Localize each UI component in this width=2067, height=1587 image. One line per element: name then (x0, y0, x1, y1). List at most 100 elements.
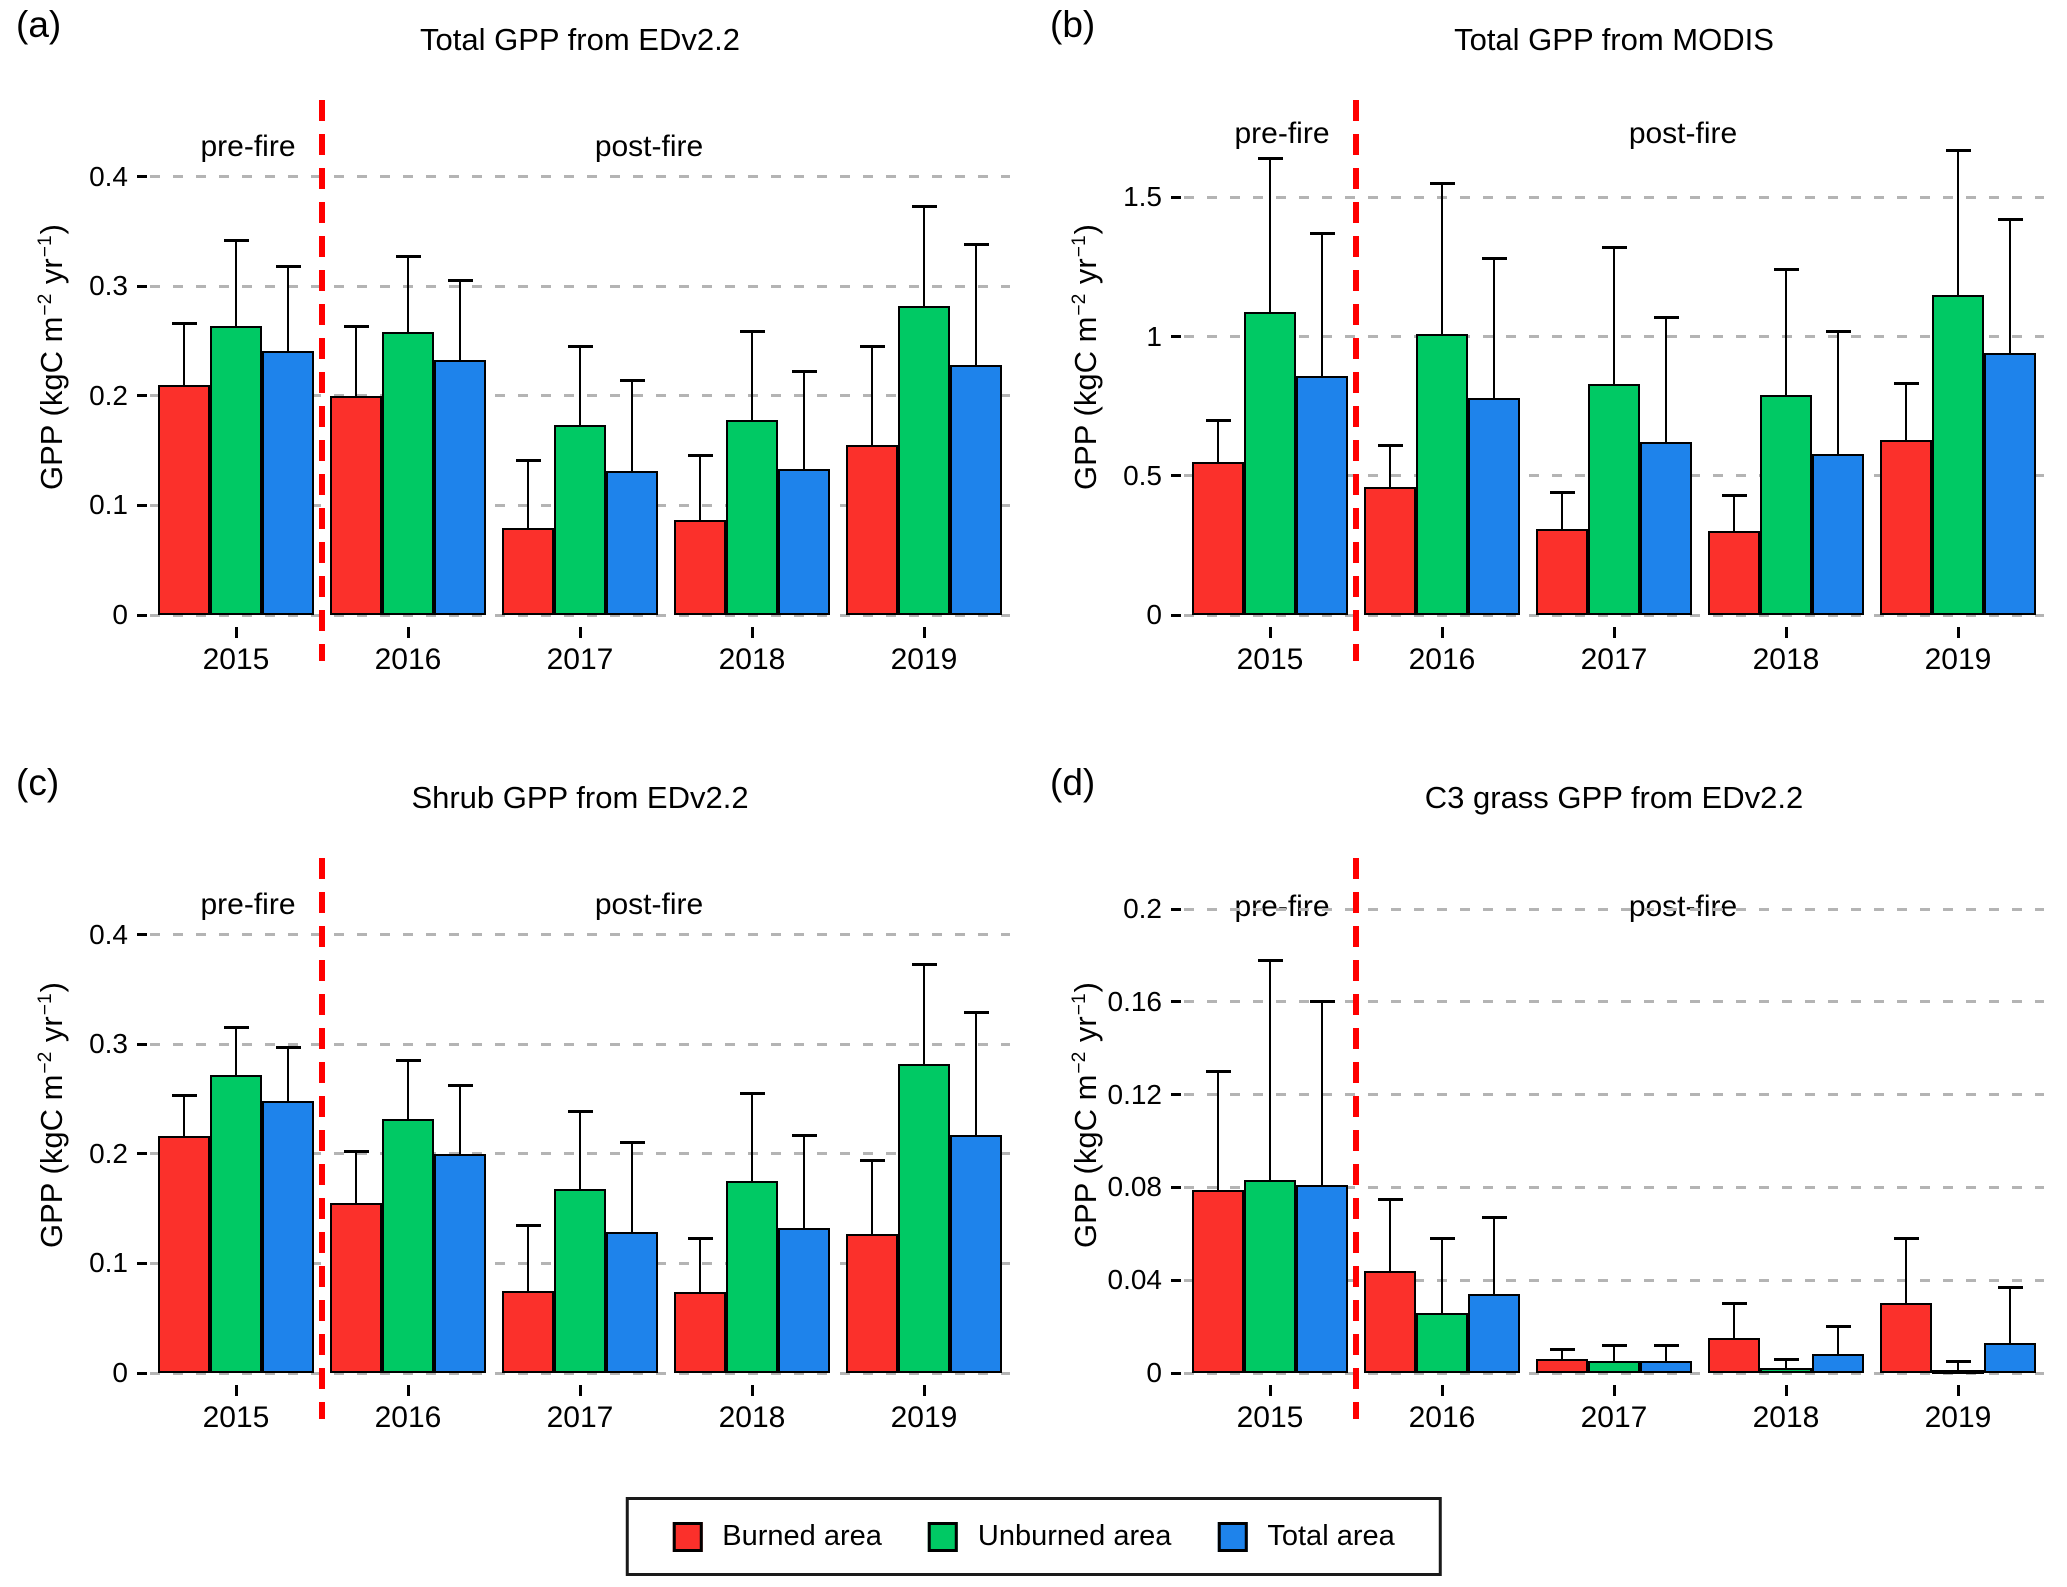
error-bar (974, 1012, 978, 1136)
x-tick-label: 2017 (546, 643, 614, 676)
x-tick-label: 2015 (202, 1401, 270, 1434)
y-axis-label: GPP (kgC m−2 yr−1) (1068, 224, 1104, 490)
y-tick-label: 0.04 (1107, 1264, 1163, 1296)
error-bar-cap (1601, 246, 1627, 250)
error-bar (974, 244, 978, 366)
error-bar (526, 1225, 530, 1291)
error-bar (234, 240, 238, 326)
error-bar (2008, 1287, 2012, 1343)
error-bar (2008, 219, 2012, 354)
y-tick-label: 0.3 (89, 1028, 128, 1060)
error-bar-cap (1205, 418, 1231, 422)
y-tick-label: 0.16 (1107, 985, 1163, 1017)
error-bar (698, 455, 702, 520)
y-tick-mark (1171, 474, 1181, 478)
error-bar (578, 1111, 582, 1189)
error-bar-cap (963, 243, 989, 247)
bar-unburned-area (1416, 333, 1468, 615)
error-bar-cap (1997, 1285, 2023, 1289)
legend-item-total: Total area (1217, 1520, 1395, 1553)
panel-c-label: (c) (16, 762, 60, 803)
y-axis-label-exponent: −2 (1069, 293, 1091, 316)
error-bar-cap (1721, 493, 1747, 497)
bar-total-area (1296, 375, 1348, 615)
y-tick-label: 0 (112, 1357, 128, 1388)
x-tick-label: 2019 (890, 643, 958, 676)
x-tick-mark (1784, 627, 1788, 638)
gridline (1184, 1371, 2044, 1375)
x-tick-mark (1612, 1385, 1616, 1396)
bar-burned-area (158, 1136, 210, 1373)
gridline (1184, 1278, 2044, 1282)
bar-burned-area (502, 1290, 554, 1373)
bar-burned-area (1364, 1270, 1416, 1373)
x-tick-mark (578, 627, 582, 638)
pre-fire-label: pre-fire (1234, 117, 1330, 151)
error-bar (1836, 1326, 1840, 1355)
error-bar (1732, 495, 1736, 532)
error-bar-cap (859, 345, 885, 349)
error-bar-cap (911, 204, 937, 208)
error-bar-cap (171, 1094, 197, 1098)
y-tick-mark (1171, 1185, 1181, 1189)
x-tick-label: 2018 (718, 643, 786, 676)
y-tick-mark (137, 175, 147, 179)
y-tick-label: 0.1 (89, 1247, 128, 1279)
error-bar-cap (515, 1223, 541, 1227)
error-bar-cap (1825, 1325, 1851, 1329)
fire-divider-line (1353, 858, 1359, 1419)
plot-area: pre-fire post-fire 0 0.04 0.08 0.12 0.16 0.2 2… (1108, 858, 2044, 1434)
y-tick-mark (137, 613, 147, 617)
error-bar-cap (1481, 257, 1507, 261)
error-bar-cap (567, 345, 593, 349)
error-bar-cap (739, 329, 765, 333)
error-bar (1268, 960, 1272, 1181)
gridline (150, 1042, 1010, 1046)
gridline (1184, 195, 2044, 199)
bar-burned-area (846, 445, 898, 615)
x-tick-mark (1612, 627, 1616, 638)
gridline (150, 933, 1010, 937)
panel-d: (d) C3 grass GPP from EDv2.2 GPP (kgC m−… (1034, 758, 2067, 1503)
y-axis-label-text: ) (34, 982, 69, 993)
error-bar (1492, 1217, 1496, 1295)
bar-burned-area (1880, 439, 1932, 615)
error-bar (1784, 1359, 1788, 1369)
plot-area: pre-fire post-fire 0 0.1 0.2 0.3 0.4 2015 2016… (89, 858, 1010, 1434)
x-tick-mark (406, 627, 410, 638)
fire-divider-line (1353, 100, 1359, 661)
error-bar-cap (395, 1059, 421, 1063)
legend-item-burned: Burned area (672, 1520, 882, 1553)
x-tick-mark (750, 627, 754, 638)
error-bar (286, 1047, 290, 1102)
error-bar (1560, 492, 1564, 529)
error-bar-cap (1945, 1359, 1971, 1363)
y-tick-mark (1171, 335, 1181, 339)
y-tick-label: 0.3 (89, 270, 128, 302)
bar-total-area (1296, 1185, 1348, 1373)
error-bar (1956, 150, 1960, 295)
y-tick-label: 0.08 (1107, 1171, 1163, 1203)
x-tick-label: 2019 (890, 1401, 958, 1434)
bar-unburned-area (726, 419, 778, 615)
error-bar (630, 1142, 634, 1232)
error-bar-cap (1257, 958, 1283, 962)
bar-total-area (1640, 442, 1692, 615)
bar-burned-area (846, 1233, 898, 1373)
error-bar (1732, 1303, 1736, 1339)
y-tick-mark (137, 1152, 147, 1156)
error-bar-cap (1721, 1301, 1747, 1305)
y-tick-label: 0 (1146, 1357, 1162, 1388)
y-tick-label: 0.4 (89, 160, 128, 192)
error-bar-cap (1773, 268, 1799, 272)
y-tick-label: 0.2 (89, 1137, 128, 1169)
error-bar (630, 380, 634, 472)
gridline (150, 175, 1010, 179)
y-axis-label-text: yr (1068, 258, 1103, 293)
bar-total-area (434, 359, 486, 615)
bar-total-area (1468, 1294, 1520, 1373)
bar-unburned-area (1760, 395, 1812, 615)
panel-a: (a) Total GPP from EDv2.2 GPP (kgC m−2 y… (0, 0, 1033, 745)
bar-burned-area (330, 1203, 382, 1373)
error-bar-cap (1549, 1348, 1575, 1352)
